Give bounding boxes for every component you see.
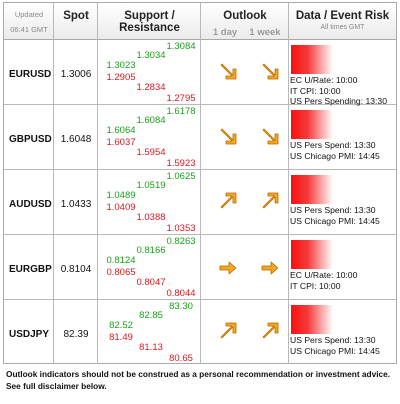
support-resistance-header: Support / Resistance (98, 3, 201, 40)
fx-outlook-table: Updated 06:41 GMT Spot Support / Resista… (3, 2, 397, 364)
outlook-1week-label: 1 week (249, 27, 281, 38)
table-row: EURUSD 1.3006 1.3023 1.2905 1.3034 1.2834 1.30… (4, 40, 396, 106)
event-item: IT CPI: 10:00 (290, 280, 341, 291)
spot-price: 82.39 (63, 329, 89, 340)
support-3: 80.65 (169, 353, 193, 364)
support-3: 1.5923 (166, 158, 196, 169)
outlook-1day-label: 1 day (212, 27, 238, 38)
spot-price: 1.0433 (60, 199, 92, 210)
resistance-1: 0.8124 (106, 255, 136, 266)
resistance-2: 1.6084 (136, 115, 166, 126)
support-3: 0.8044 (166, 288, 196, 299)
arrow-right-icon (218, 258, 238, 278)
event-risk-bar (291, 305, 333, 334)
resistance-2: 82.85 (139, 310, 163, 321)
event-item: US Chicago PMI: 14:45 (290, 215, 380, 226)
table-row: EURGBP 0.8104 0.8124 0.8065 0.8166 0.8047 0.82… (4, 235, 396, 300)
arrow-up-right-icon (260, 191, 280, 211)
data-event-risk-header: Data / Event Risk All times GMT (289, 3, 396, 40)
currency-pair: EURGBP (9, 264, 52, 275)
currency-pair: EURUSD (9, 69, 52, 80)
resistance-1: 1.3023 (106, 60, 136, 71)
support-3: 1.2795 (166, 93, 196, 104)
event-item: US Pers Spend: 13:30 (290, 140, 376, 150)
support-2: 1.0388 (136, 212, 166, 223)
event-item: EC U/Rate: 10:00 (290, 270, 358, 280)
event-item: US Pers Spending: 13:30 (290, 96, 387, 106)
outlook-header-label: Outlook (223, 10, 267, 22)
support-1: 0.8065 (106, 267, 136, 278)
updated-header: Updated 06:41 GMT (4, 3, 54, 40)
disclaimer-footer: Outlook indicators should not be constru… (6, 368, 396, 392)
column-divider (97, 3, 98, 364)
event-risk-bar (291, 110, 333, 139)
support-resistance-header-label: Support / Resistance (119, 10, 180, 34)
currency-pair: GBPUSD (9, 134, 52, 145)
arrow-up-right-icon (260, 321, 280, 341)
support-1: 1.0409 (106, 202, 136, 213)
column-divider (288, 3, 289, 364)
resistance-3: 1.6178 (166, 106, 196, 117)
event-item: US Pers Spend: 13:30 (290, 205, 376, 215)
resistance-2: 0.8166 (136, 245, 166, 256)
event-risk-bar (291, 45, 333, 74)
arrow-down-right-icon (218, 126, 238, 146)
spot-header-label: Spot (63, 10, 89, 22)
support-2: 0.8047 (136, 277, 166, 288)
resistance-3: 1.0625 (166, 171, 196, 182)
support-3: 1.0353 (166, 223, 196, 234)
resistance-1: 1.6064 (106, 125, 136, 136)
arrow-up-right-icon (218, 321, 238, 341)
event-item: US Pers Spend: 13:30 (290, 335, 376, 345)
resistance-3: 0.8263 (166, 236, 196, 247)
data-event-risk-header-label: Data / Event Risk (295, 10, 390, 22)
currency-pair: USDJPY (9, 329, 50, 340)
arrow-down-right-icon (260, 61, 280, 81)
event-item: EC U/Rate: 10:00 (290, 75, 358, 85)
event-risk-bar (291, 175, 333, 204)
support-1: 1.6037 (106, 137, 136, 148)
table-row: AUDUSD 1.0433 1.0489 1.0409 1.0519 1.0388 1.06… (4, 170, 396, 235)
support-1: 81.49 (109, 332, 133, 343)
spot-price: 1.3006 (60, 69, 92, 80)
column-divider (53, 3, 54, 364)
resistance-1: 82.52 (109, 320, 133, 331)
support-2: 1.2834 (136, 82, 166, 93)
event-item: US Chicago PMI: 14:45 (290, 345, 380, 356)
disclaimer-line-1: Outlook indicators should not be constru… (6, 369, 391, 379)
arrow-down-right-icon (218, 61, 238, 81)
support-2: 1.5954 (136, 147, 166, 158)
disclaimer-line-2: See full disclaimer below. (6, 381, 107, 391)
updated-time: 06:41 GMT (10, 25, 48, 34)
spot-price: 0.8104 (60, 264, 92, 275)
resistance-2: 1.3034 (136, 50, 166, 61)
resistance-3: 83.30 (169, 301, 193, 312)
resistance-2: 1.0519 (136, 180, 166, 191)
resistance-1: 1.0489 (106, 190, 136, 201)
currency-pair: AUDUSD (9, 199, 52, 210)
updated-label: Updated (14, 10, 44, 19)
arrow-down-right-icon (260, 126, 280, 146)
arrow-up-right-icon (218, 191, 238, 211)
arrow-right-icon (260, 258, 280, 278)
event-risk-bar (291, 240, 333, 269)
spot-price: 1.6048 (60, 134, 92, 145)
spot-header: Spot (54, 3, 98, 40)
table-row: USDJPY 82.39 82.52 81.49 82.85 81.13 83.30 80.6… (4, 300, 396, 365)
column-divider (200, 3, 201, 364)
resistance-3: 1.3084 (166, 41, 196, 52)
table-body: EURUSD 1.3006 1.3023 1.2905 1.3034 1.2834 1.30… (4, 40, 396, 364)
outlook-header: Outlook 1 day 1 week (201, 3, 289, 40)
support-2: 81.13 (139, 342, 163, 353)
all-times-gmt-label: All times GMT (320, 24, 365, 31)
event-item: IT CPI: 10:00 (290, 85, 341, 96)
table-row: GBPUSD 1.6048 1.6064 1.6037 1.6084 1.5954 1.61… (4, 105, 396, 170)
event-item: US Chicago PMI: 14:45 (290, 150, 380, 161)
support-1: 1.2905 (106, 72, 136, 83)
